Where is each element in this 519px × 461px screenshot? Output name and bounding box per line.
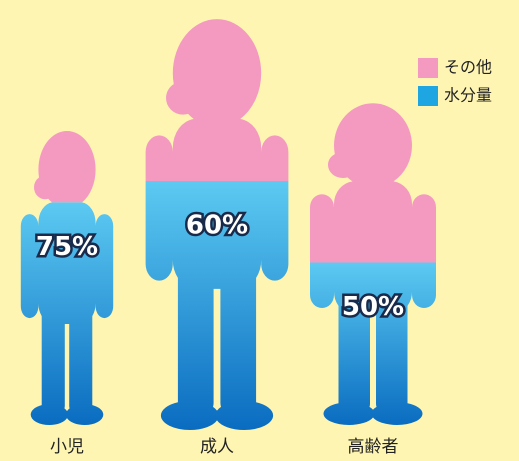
water-portion <box>310 262 436 425</box>
figure <box>310 103 436 425</box>
value-label: 60% <box>186 211 248 241</box>
figure <box>20 130 114 425</box>
x-tick-label: 高齢者 <box>348 437 399 457</box>
value-label: 50% <box>342 292 404 322</box>
legend-label: その他 <box>444 58 492 77</box>
legend-swatch <box>418 86 438 106</box>
x-tick-label: 成人 <box>200 437 234 457</box>
value-label: 75% <box>36 232 98 262</box>
other-portion <box>145 19 289 181</box>
x-tick-label: 小児 <box>50 437 84 457</box>
legend-label: 水分量 <box>444 86 492 105</box>
other-portion <box>310 103 436 263</box>
other-portion <box>20 130 114 203</box>
legend-swatch <box>418 58 438 78</box>
